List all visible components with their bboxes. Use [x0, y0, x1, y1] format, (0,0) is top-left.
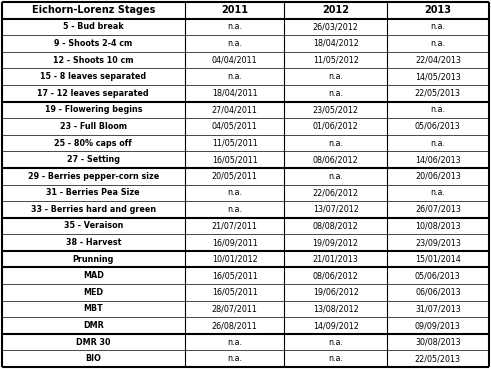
- Text: 22/05/2013: 22/05/2013: [415, 354, 461, 363]
- Text: 10/01/2012: 10/01/2012: [212, 255, 257, 264]
- Text: 28/07/2011: 28/07/2011: [212, 304, 257, 313]
- Text: 27 - Setting: 27 - Setting: [67, 155, 120, 164]
- Text: 14/06/2013: 14/06/2013: [415, 155, 461, 164]
- Text: n.a.: n.a.: [431, 138, 445, 148]
- Text: BIO: BIO: [85, 354, 101, 363]
- Text: n.a.: n.a.: [431, 105, 445, 114]
- Text: 19/09/2012: 19/09/2012: [313, 238, 358, 247]
- Text: Eichorn-Lorenz Stages: Eichorn-Lorenz Stages: [31, 5, 155, 15]
- Text: 19/06/2012: 19/06/2012: [313, 288, 358, 297]
- Text: n.a.: n.a.: [328, 89, 343, 98]
- Text: 19 - Flowering begins: 19 - Flowering begins: [45, 105, 142, 114]
- Text: 22/05/2013: 22/05/2013: [415, 89, 461, 98]
- Text: 13/08/2012: 13/08/2012: [313, 304, 358, 313]
- Text: 23/09/2013: 23/09/2013: [415, 238, 461, 247]
- Text: n.a.: n.a.: [227, 72, 242, 81]
- Text: 06/06/2013: 06/06/2013: [415, 288, 461, 297]
- Text: 25 - 80% caps off: 25 - 80% caps off: [55, 138, 132, 148]
- Text: n.a.: n.a.: [328, 72, 343, 81]
- Text: 2011: 2011: [221, 5, 248, 15]
- Text: 05/06/2013: 05/06/2013: [415, 122, 461, 131]
- Text: DMR 30: DMR 30: [76, 338, 110, 346]
- Text: n.a.: n.a.: [328, 354, 343, 363]
- Text: n.a.: n.a.: [328, 138, 343, 148]
- Text: MED: MED: [83, 288, 103, 297]
- Text: n.a.: n.a.: [431, 39, 445, 48]
- Text: 2013: 2013: [424, 5, 451, 15]
- Text: 9 - Shoots 2-4 cm: 9 - Shoots 2-4 cm: [54, 39, 133, 48]
- Text: 22/06/2012: 22/06/2012: [313, 188, 358, 197]
- Text: 08/06/2012: 08/06/2012: [313, 155, 358, 164]
- Text: n.a.: n.a.: [227, 205, 242, 214]
- Text: 21/01/2013: 21/01/2013: [313, 255, 358, 264]
- Text: 11/05/2012: 11/05/2012: [313, 56, 358, 65]
- Text: 35 - Veraison: 35 - Veraison: [64, 221, 123, 231]
- Text: 33 - Berries hard and green: 33 - Berries hard and green: [31, 205, 156, 214]
- Text: 26/03/2012: 26/03/2012: [313, 23, 358, 31]
- Text: 23 - Full Bloom: 23 - Full Bloom: [60, 122, 127, 131]
- Text: 01/06/2012: 01/06/2012: [313, 122, 358, 131]
- Text: 16/09/2011: 16/09/2011: [212, 238, 257, 247]
- Text: 26/07/2013: 26/07/2013: [415, 205, 461, 214]
- Text: 05/06/2013: 05/06/2013: [415, 271, 461, 280]
- Text: 18/04/2012: 18/04/2012: [313, 39, 358, 48]
- Text: 29 - Berries pepper-corn size: 29 - Berries pepper-corn size: [27, 172, 159, 181]
- Text: 23/05/2012: 23/05/2012: [313, 105, 358, 114]
- Text: n.a.: n.a.: [328, 172, 343, 181]
- Text: 16/05/2011: 16/05/2011: [212, 271, 257, 280]
- Text: 38 - Harvest: 38 - Harvest: [66, 238, 121, 247]
- Text: 10/08/2013: 10/08/2013: [415, 221, 461, 231]
- Text: 18/04/2011: 18/04/2011: [212, 89, 257, 98]
- Text: MBT: MBT: [83, 304, 103, 313]
- Text: 08/08/2012: 08/08/2012: [313, 221, 358, 231]
- Text: 31 - Berries Pea Size: 31 - Berries Pea Size: [47, 188, 140, 197]
- Text: 17 - 12 leaves separated: 17 - 12 leaves separated: [37, 89, 149, 98]
- Text: n.a.: n.a.: [431, 188, 445, 197]
- Text: 13/07/2012: 13/07/2012: [313, 205, 358, 214]
- Text: 31/07/2013: 31/07/2013: [415, 304, 461, 313]
- Text: n.a.: n.a.: [328, 338, 343, 346]
- Text: 12 - Shoots 10 cm: 12 - Shoots 10 cm: [53, 56, 134, 65]
- Text: 20/06/2013: 20/06/2013: [415, 172, 461, 181]
- Text: 30/08/2013: 30/08/2013: [415, 338, 461, 346]
- Text: 21/07/2011: 21/07/2011: [212, 221, 257, 231]
- Text: 11/05/2011: 11/05/2011: [212, 138, 257, 148]
- Text: n.a.: n.a.: [227, 188, 242, 197]
- Text: 04/04/2011: 04/04/2011: [212, 56, 257, 65]
- Text: 5 - Bud break: 5 - Bud break: [63, 23, 124, 31]
- Text: 15 - 8 leaves separated: 15 - 8 leaves separated: [40, 72, 146, 81]
- Text: n.a.: n.a.: [227, 23, 242, 31]
- Text: DMR: DMR: [83, 321, 104, 330]
- Text: n.a.: n.a.: [227, 39, 242, 48]
- Text: 2012: 2012: [322, 5, 349, 15]
- Text: 22/04/2013: 22/04/2013: [415, 56, 461, 65]
- Text: 04/05/2011: 04/05/2011: [212, 122, 257, 131]
- Text: MAD: MAD: [83, 271, 104, 280]
- Text: 14/05/2013: 14/05/2013: [415, 72, 461, 81]
- Text: n.a.: n.a.: [227, 338, 242, 346]
- Text: n.a.: n.a.: [431, 23, 445, 31]
- Text: 27/04/2011: 27/04/2011: [212, 105, 257, 114]
- Text: 26/08/2011: 26/08/2011: [212, 321, 257, 330]
- Text: 09/09/2013: 09/09/2013: [415, 321, 461, 330]
- Text: Prunning: Prunning: [73, 255, 114, 264]
- Text: 16/05/2011: 16/05/2011: [212, 288, 257, 297]
- Text: 14/09/2012: 14/09/2012: [313, 321, 358, 330]
- Text: 16/05/2011: 16/05/2011: [212, 155, 257, 164]
- Text: 20/05/2011: 20/05/2011: [212, 172, 257, 181]
- Text: 08/06/2012: 08/06/2012: [313, 271, 358, 280]
- Text: n.a.: n.a.: [227, 354, 242, 363]
- Text: 15/01/2014: 15/01/2014: [415, 255, 461, 264]
